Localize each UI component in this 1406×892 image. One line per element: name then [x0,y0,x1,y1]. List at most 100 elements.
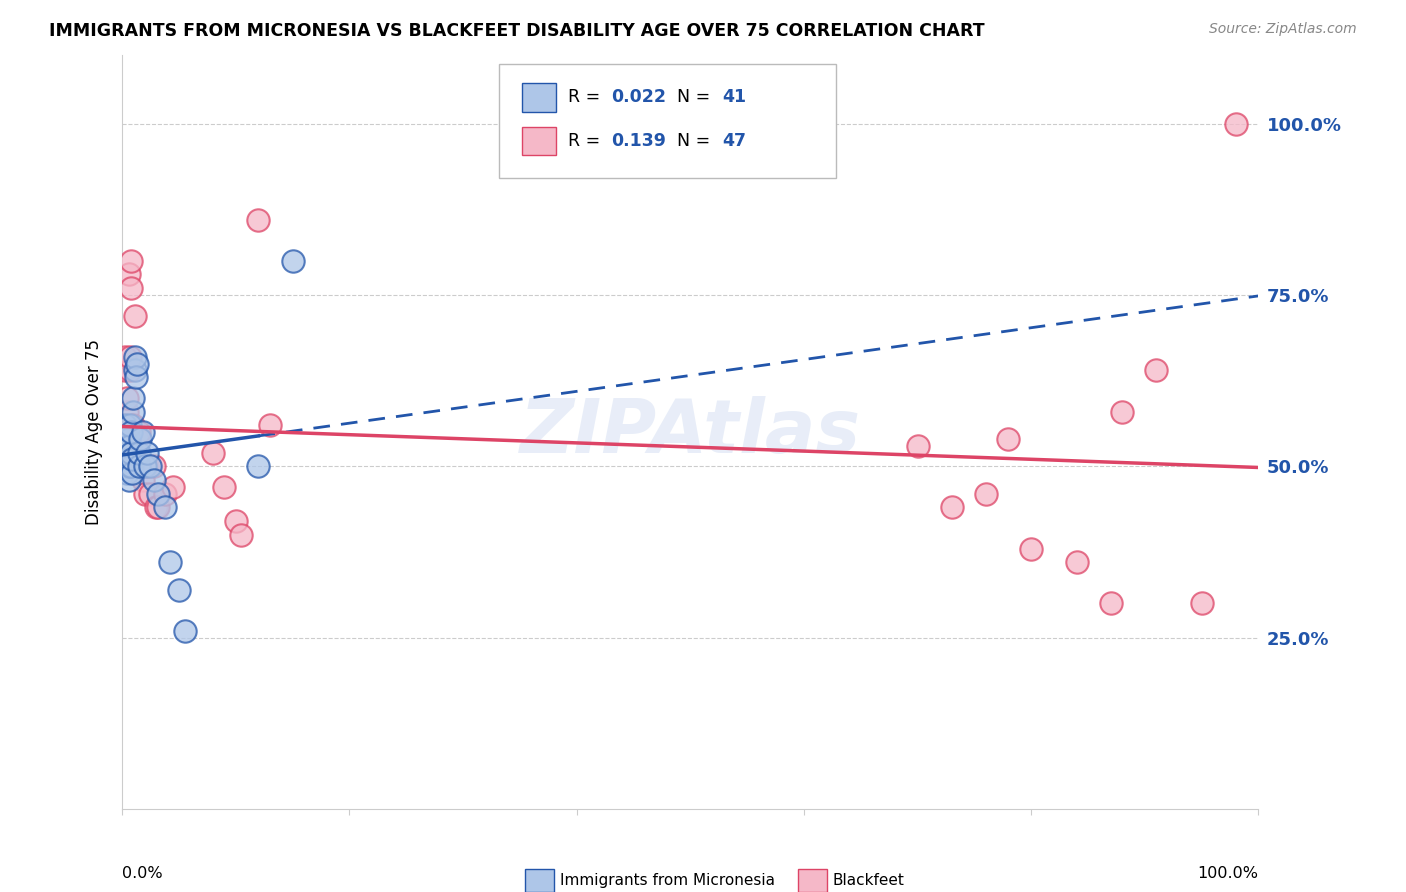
Point [214,480,236,494]
Point [1099,596,1122,610]
Point [112,418,135,433]
Point [118,363,141,377]
Point [134,487,156,501]
Point [125,357,148,371]
Text: 100.0%: 100.0% [1198,865,1258,880]
Point [112,459,135,474]
Point [941,500,963,515]
Text: 0.139: 0.139 [610,132,665,150]
Point [115,439,138,453]
Point [1191,596,1213,610]
Point [124,363,146,377]
Point [997,432,1019,446]
Point [1225,117,1247,131]
Point [1144,363,1167,377]
Point [114,363,136,377]
Point [124,309,146,323]
Point [114,418,136,433]
Point [125,432,148,446]
Text: ZIPAtlas: ZIPAtlas [520,395,860,468]
Point [148,500,170,515]
Point [118,439,141,453]
Point [155,500,177,515]
Point [1111,404,1133,418]
Bar [526,870,554,892]
Point [117,459,139,474]
Text: Immigrants from Micronesia: Immigrants from Micronesia [560,873,775,888]
Point [118,459,141,474]
Point [162,480,184,494]
Point [974,487,997,501]
Point [125,459,148,474]
Point [134,459,156,474]
Point [124,350,146,364]
Point [120,425,142,439]
Point [121,466,143,480]
Point [247,212,270,227]
Point [131,425,153,439]
Point [117,445,139,459]
Bar [522,127,557,155]
Point [139,487,162,501]
Point [128,425,150,439]
Point [121,439,143,453]
Point [148,487,170,501]
Point [120,253,142,268]
Point [118,350,141,364]
Point [142,459,165,474]
Point [225,514,247,528]
Text: Blackfeet: Blackfeet [832,873,904,888]
Point [115,466,138,480]
Point [1019,541,1042,556]
Text: 0.022: 0.022 [610,88,665,106]
Point [131,473,153,487]
Text: IMMIGRANTS FROM MICRONESIA VS BLACKFEET DISABILITY AGE OVER 75 CORRELATION CHART: IMMIGRANTS FROM MICRONESIA VS BLACKFEET … [49,22,984,40]
Point [122,391,145,405]
Point [112,445,135,459]
Point [231,528,253,542]
Point [120,281,142,295]
Point [136,445,159,459]
Point [114,350,136,364]
Point [247,459,270,474]
FancyBboxPatch shape [499,64,835,178]
Text: Source: ZipAtlas.com: Source: ZipAtlas.com [1209,22,1357,37]
Point [1066,555,1088,569]
Point [129,459,152,474]
Text: N =: N = [676,132,710,150]
Text: R =: R = [568,88,600,106]
Point [128,459,150,474]
Text: N =: N = [676,88,710,106]
Point [142,473,165,487]
Point [118,473,141,487]
Point [117,439,139,453]
Point [118,418,141,433]
Point [118,432,141,446]
Point [115,452,138,467]
Point [122,404,145,418]
Point [201,445,224,459]
Point [136,459,159,474]
Point [118,452,141,467]
Point [128,445,150,459]
Point [120,445,142,459]
Point [167,582,190,597]
Point [159,555,181,569]
Point [259,418,281,433]
Point [155,487,177,501]
Bar [522,83,557,112]
Point [118,268,141,282]
Point [145,500,167,515]
Point [173,624,195,638]
Point [117,459,139,474]
Point [115,404,138,418]
Y-axis label: Disability Age Over 75: Disability Age Over 75 [86,339,103,525]
Point [139,459,162,474]
Point [112,445,135,459]
Text: 41: 41 [723,88,747,106]
Text: R =: R = [568,132,600,150]
Point [129,432,152,446]
Point [120,459,142,474]
Point [281,253,304,268]
Text: 47: 47 [723,132,747,150]
